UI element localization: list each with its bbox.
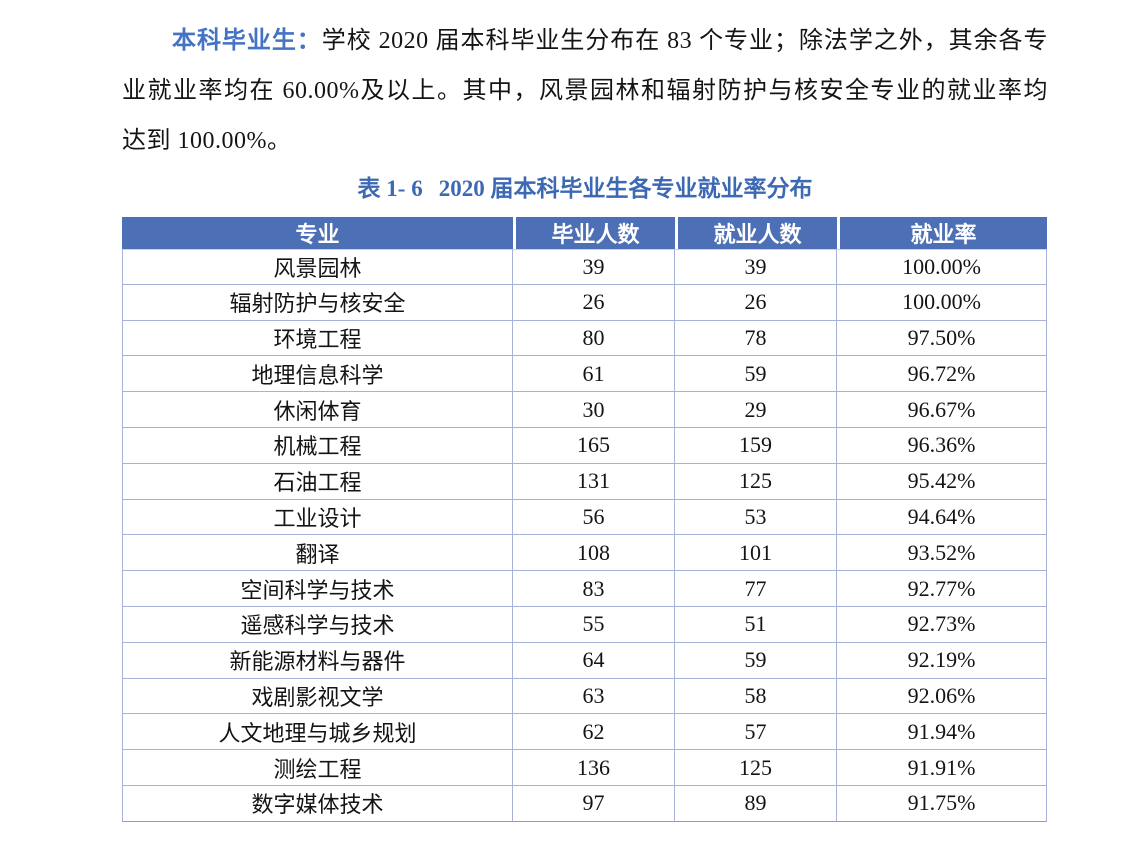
cell-graduate-count: 56: [513, 499, 675, 536]
cell-graduate-count: 61: [513, 356, 675, 393]
cell-graduate-count: 131: [513, 463, 675, 500]
cell-employed-count: 26: [675, 284, 837, 321]
column-header-major: 专业: [122, 217, 513, 249]
cell-graduate-count: 165: [513, 427, 675, 464]
cell-major: 环境工程: [122, 320, 513, 357]
cell-major: 戏剧影视文学: [122, 678, 513, 715]
cell-employed-count: 59: [675, 356, 837, 393]
column-header-graduate-count: 毕业人数: [513, 217, 675, 249]
cell-employed-count: 59: [675, 642, 837, 679]
cell-graduate-count: 30: [513, 392, 675, 428]
cell-employed-count: 159: [675, 427, 837, 464]
cell-major: 风景园林: [122, 249, 513, 285]
cell-major: 遥感科学与技术: [122, 606, 513, 643]
cell-employment-rate: 97.50%: [837, 320, 1047, 357]
cell-employed-count: 125: [675, 463, 837, 500]
cell-employed-count: 125: [675, 750, 837, 786]
cell-graduate-count: 136: [513, 750, 675, 786]
cell-major: 数字媒体技术: [122, 785, 513, 822]
cell-employment-rate: 92.06%: [837, 678, 1047, 715]
cell-employed-count: 29: [675, 392, 837, 428]
cell-employment-rate: 92.19%: [837, 642, 1047, 679]
cell-major: 休闲体育: [122, 392, 513, 428]
cell-graduate-count: 80: [513, 320, 675, 357]
paragraph-line-1: 本科毕业生：学校 2020 届本科毕业生分布在 83 个专业；除法学之外，其余各…: [172, 16, 1048, 66]
cell-major: 工业设计: [122, 499, 513, 536]
column-header-employed-count: 就业人数: [675, 217, 837, 249]
cell-graduate-count: 108: [513, 535, 675, 572]
table-caption-label: 表 1- 6: [357, 176, 423, 201]
cell-graduate-count: 64: [513, 642, 675, 679]
cell-employed-count: 78: [675, 320, 837, 357]
cell-major: 人文地理与城乡规划: [122, 714, 513, 751]
table-caption-title: 2020 届本科毕业生各专业就业率分布: [438, 176, 813, 201]
cell-employed-count: 51: [675, 606, 837, 643]
cell-major: 测绘工程: [122, 750, 513, 786]
cell-graduate-count: 55: [513, 606, 675, 643]
cell-graduate-count: 83: [513, 571, 675, 607]
cell-employment-rate: 91.91%: [837, 750, 1047, 786]
cell-major: 地理信息科学: [122, 356, 513, 393]
cell-employment-rate: 91.94%: [837, 714, 1047, 751]
cell-graduate-count: 26: [513, 284, 675, 321]
cell-employed-count: 89: [675, 785, 837, 822]
cell-employment-rate: 100.00%: [837, 249, 1047, 285]
cell-employed-count: 77: [675, 571, 837, 607]
employment-rate-table: 专业 毕业人数 就业人数 就业率 风景园林 39 39 100.00% 辐射防护与核安全…: [122, 217, 1047, 822]
column-header-employment-rate: 就业率: [837, 217, 1047, 249]
cell-employment-rate: 94.64%: [837, 499, 1047, 536]
cell-employment-rate: 92.73%: [837, 606, 1047, 643]
cell-employment-rate: 96.67%: [837, 392, 1047, 428]
cell-employment-rate: 96.72%: [837, 356, 1047, 393]
cell-major: 新能源材料与器件: [122, 642, 513, 679]
cell-employment-rate: 93.52%: [837, 535, 1047, 572]
paragraph-line-2: 业就业率均在 60.00%及以上。其中，风景园林和辐射防护与核安全专业的就业率均: [122, 78, 1048, 104]
cell-employment-rate: 92.77%: [837, 571, 1047, 607]
cell-employed-count: 53: [675, 499, 837, 536]
paragraph-lead: 本科毕业生：: [172, 28, 322, 54]
cell-graduate-count: 63: [513, 678, 675, 715]
cell-employment-rate: 95.42%: [837, 463, 1047, 500]
cell-employed-count: 58: [675, 678, 837, 715]
cell-major: 机械工程: [122, 427, 513, 464]
paragraph-line-3: 达到 100.00%。: [122, 128, 292, 154]
paragraph-text-1: 学校 2020 届本科毕业生分布在 83 个专业；除法学之外，其余各专: [321, 28, 1049, 54]
cell-graduate-count: 62: [513, 714, 675, 751]
cell-employed-count: 39: [675, 249, 837, 285]
cell-employed-count: 57: [675, 714, 837, 751]
cell-major: 翻译: [122, 535, 513, 572]
table-caption: 表 1- 6 2020 届本科毕业生各专业就业率分布: [122, 170, 1048, 208]
cell-employment-rate: 91.75%: [837, 785, 1047, 822]
cell-employment-rate: 96.36%: [837, 427, 1047, 464]
cell-employment-rate: 100.00%: [837, 284, 1047, 321]
cell-major: 辐射防护与核安全: [122, 284, 513, 321]
cell-major: 空间科学与技术: [122, 571, 513, 607]
cell-graduate-count: 97: [513, 785, 675, 822]
cell-major: 石油工程: [122, 463, 513, 500]
cell-graduate-count: 39: [513, 249, 675, 285]
cell-employed-count: 101: [675, 535, 837, 572]
